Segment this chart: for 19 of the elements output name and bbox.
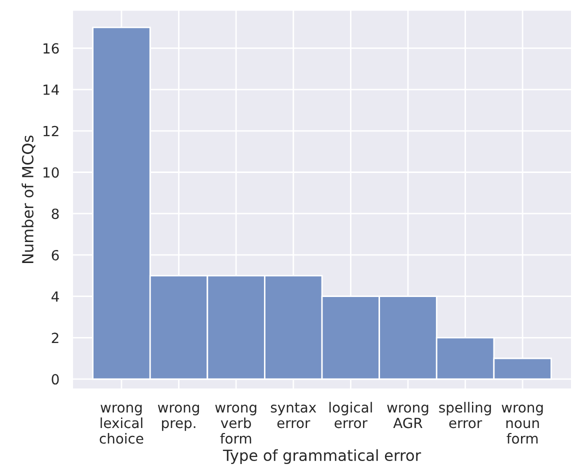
x-tick-label: wrong verb form (215, 404, 256, 444)
x-tick-label: wrong lexical choice (100, 404, 144, 444)
y-tick-label: 0 (52, 374, 59, 385)
y-tick-label: 6 (52, 250, 59, 260)
x-tick-label: syntax error (270, 402, 316, 428)
y-tick-label: 4 (52, 291, 59, 302)
y-tick-label: 14 (44, 84, 59, 95)
x-tick-label: wrong AGR (387, 404, 428, 428)
y-tick-label: 10 (44, 167, 59, 178)
y-axis-title: Number of MCQs (22, 136, 36, 263)
x-tick-label: logical error (329, 402, 372, 428)
y-tick-label: 12 (44, 126, 58, 136)
x-tick-label: spelling error (439, 402, 491, 428)
y-tick-label: 8 (52, 208, 59, 220)
x-axis-title: Type of grammatical error (222, 449, 422, 464)
y-tick-label: 2 (52, 332, 58, 343)
x-tick-label: wrong prep. (158, 404, 199, 431)
x-tick-label: wrong noun form (502, 404, 543, 444)
y-tick-label: 16 (44, 43, 59, 54)
